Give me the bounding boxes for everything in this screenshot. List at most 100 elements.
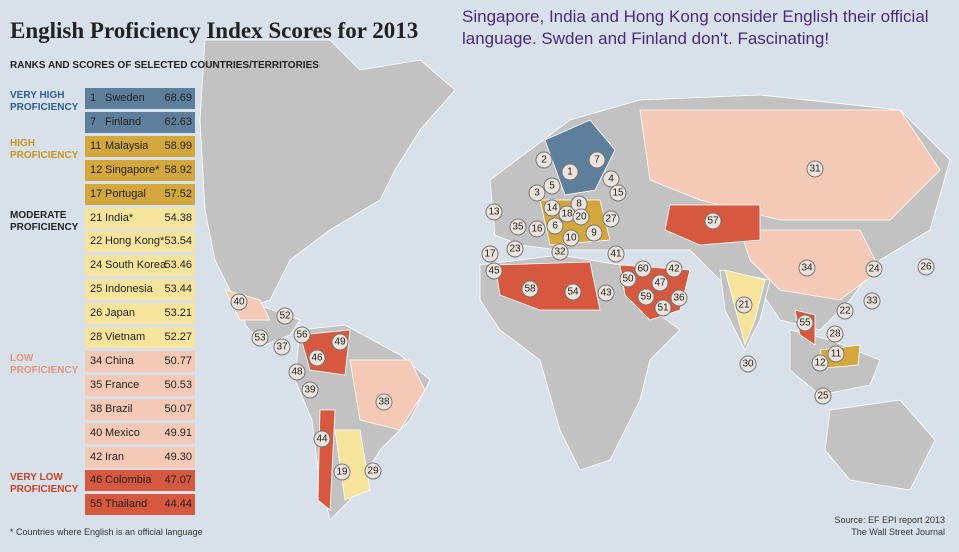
source-line: The Wall Street Journal [851,527,945,537]
map-label: 8 [576,199,582,210]
label-circle [543,177,561,195]
map-label: 25 [817,391,829,402]
map-label: 47 [654,278,666,289]
map-label: 42 [668,264,680,275]
map-label: 30 [742,359,754,370]
map-label: 54 [567,287,579,298]
country: Singapore* [105,163,160,176]
rank-row: 11 Malaysia 58.99 [85,135,195,157]
label-circle [739,355,757,373]
rank: 35 [90,378,103,391]
score: 62.63 [164,115,192,128]
score: 49.91 [164,426,192,439]
rank: 11 [90,139,102,152]
map-label: 37 [276,342,288,353]
rank-row: 35 France 50.53 [85,374,195,396]
rank: 17 [90,187,103,200]
country: Vietnam [105,331,146,343]
country: Malaysia [105,139,149,152]
group-label: MODERATE PROFICIENCY [10,209,79,233]
label-circle [826,325,844,343]
country: Colombia [105,474,152,487]
score: 44.44 [164,498,192,511]
label-circle [836,302,854,320]
group-label: HIGH PROFICIENCY [10,137,79,161]
rank-row: 28 Vietnam 52.27 [85,327,195,348]
label-circle [865,260,883,278]
rank: 28 [90,331,103,343]
label-circle [735,296,753,314]
country: Finland [105,115,142,128]
map-label: 40 [233,297,245,308]
label-circle [313,430,331,448]
map-label: 2 [541,155,547,166]
label-circle [364,462,382,480]
rank-row: 40 Mexico 49.91 [85,422,195,444]
label-circle [588,151,606,169]
map-label: 45 [488,266,500,277]
annotation: Singapore, India and Hong Kong consider … [462,7,929,48]
map-label: 27 [605,214,617,225]
label-circle [251,329,269,347]
map-label: 13 [488,207,500,218]
source-line: Source: EF EPI report 2013 [834,515,945,525]
map-label: 4 [608,174,614,185]
map-label: 38 [378,397,390,408]
map-label: 32 [554,247,566,258]
label-circle [333,463,351,481]
rank-row: 55 Thailand 44.44 [85,494,195,516]
score: 53.46 [164,259,192,272]
country: South Korea [105,259,167,272]
label-circle [485,203,503,221]
label-circle [651,274,669,292]
label-circle [670,289,688,307]
label-circle [597,284,615,302]
label-circle [798,259,816,277]
country: Portugal [105,187,146,200]
label-circle [509,218,527,236]
score: 52.27 [164,331,192,343]
map-label: 28 [829,329,841,340]
subtitle: RANKS AND SCORES OF SELECTED COUNTRIES/T… [10,60,319,71]
map-label: 1 [567,167,573,178]
map-label: 43 [600,288,612,299]
rank: 42 [90,450,103,463]
label-circle [585,224,603,242]
map-label: 49 [334,337,346,348]
group-label: LOW PROFICIENCY [10,352,79,376]
map-label: 14 [546,203,558,214]
map-label: 52 [279,311,291,322]
country: India* [105,211,134,224]
map-label: 17 [484,249,496,260]
map-label: 60 [637,264,649,275]
label-circle [654,299,672,317]
label-circle [273,338,291,356]
label-circle [230,293,248,311]
rank-row: 7 Finland 62.63 [85,111,195,133]
map-label: 59 [640,292,652,303]
label-circle [665,260,683,278]
map-label: 50 [622,274,634,285]
map-label: 53 [254,333,266,344]
title: English Proficiency Index Scores for 201… [10,18,419,43]
source: Source: EF EPI report 2013 The Wall Stree… [834,514,945,538]
country: Japan [105,307,135,320]
label-circle [331,333,349,351]
country: France [105,378,140,391]
rank: 25 [90,283,103,296]
map-label: 18 [561,209,573,220]
rank-row: 21 India* 54.38 [85,207,195,229]
map-label: 19 [336,467,348,478]
label-circle [521,280,539,298]
label-circle [619,270,637,288]
label-circle [806,160,824,178]
map-label: 12 [814,358,826,369]
label-circle [607,245,625,263]
rank-row: 22 Hong Kong* 53.54 [85,231,195,253]
rank: 1 [90,92,97,104]
group-label: VERY HIGH PROFICIENCY [10,90,79,113]
label-circle [863,292,881,310]
label-circle [814,387,832,405]
